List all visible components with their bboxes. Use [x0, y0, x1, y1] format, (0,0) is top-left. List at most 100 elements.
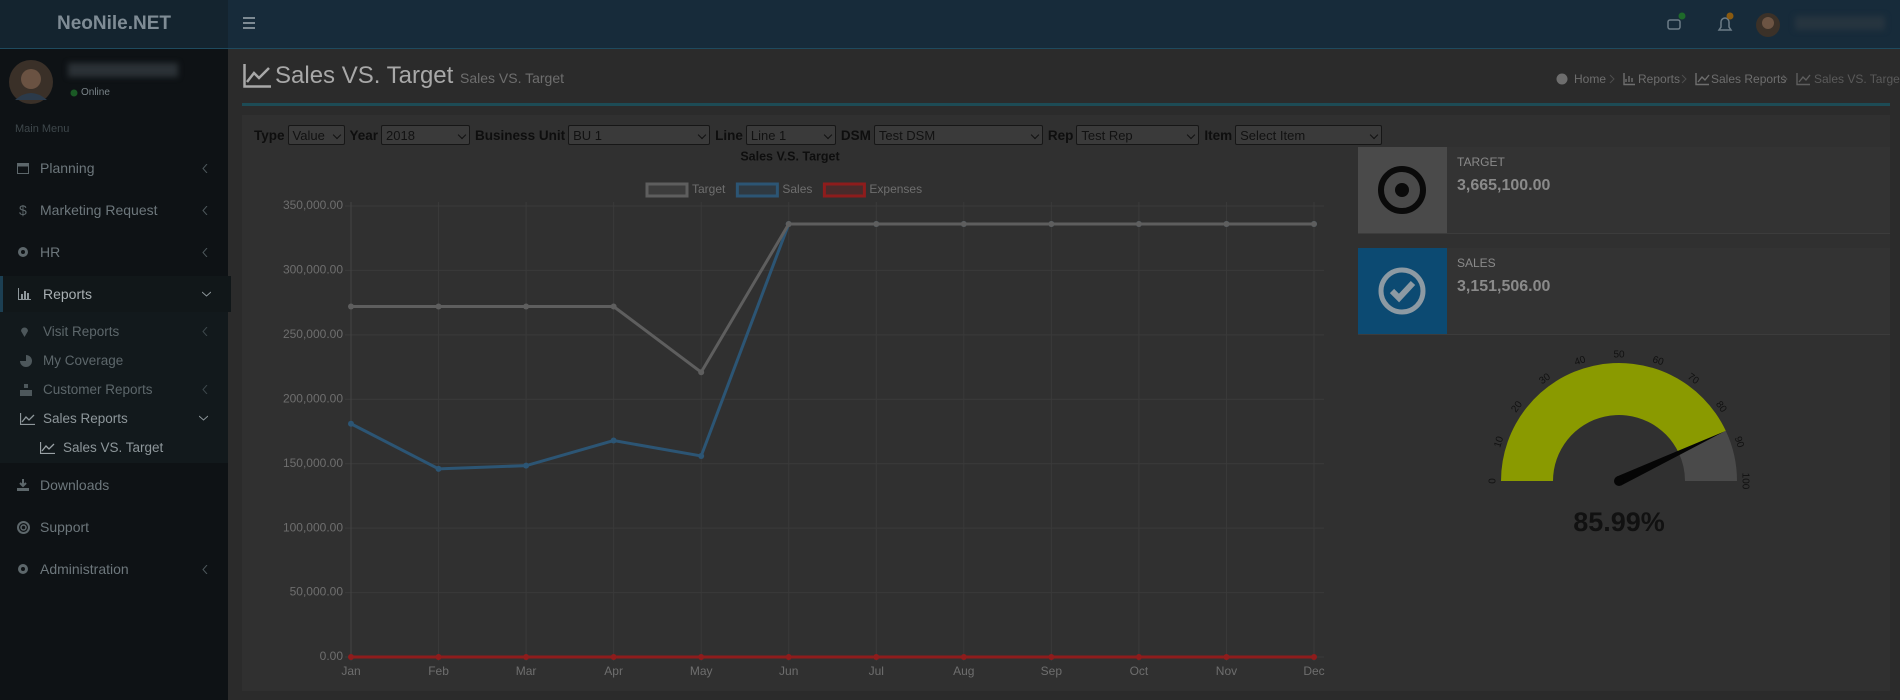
menu-item[interactable]: $ Marketing Request [0, 192, 228, 228]
filter-label: Business Unit [475, 127, 566, 143]
user-name-blurred [1795, 16, 1885, 30]
series-point [873, 654, 880, 660]
filter-select[interactable]: BU 1 [568, 125, 711, 145]
series-point [785, 654, 792, 660]
filter-select[interactable]: Test Rep [1076, 125, 1200, 145]
menu-item[interactable]: HR [0, 234, 228, 270]
submenu-item[interactable]: Customer Reports [0, 375, 228, 404]
series-point [523, 303, 530, 310]
menu-item[interactable]: Reports [0, 276, 231, 312]
series-point [1311, 221, 1317, 228]
series-point [960, 221, 967, 228]
legend-swatch [645, 182, 689, 198]
menu-item[interactable]: Downloads [0, 467, 228, 503]
legend-label: Sales [782, 182, 812, 196]
series-point [960, 654, 967, 660]
title-icon [243, 64, 271, 88]
user-avatar [9, 60, 53, 104]
kpi-box: TARGET 3,665,100.00 [1358, 147, 1890, 234]
y-tick-label: 0.00 [320, 649, 344, 663]
series-point [610, 654, 617, 660]
filter-label: Line [715, 127, 743, 143]
breadcrumb-link[interactable]: Home [1574, 72, 1607, 86]
submenu [0, 312, 228, 463]
breadcrumb-link[interactable]: Sales Reports [1711, 72, 1787, 86]
y-tick-label: 50,000.00 [290, 585, 344, 599]
gauge-tick-label: 60 [1651, 354, 1665, 368]
filter-label: Item [1204, 127, 1233, 143]
series-point [523, 462, 530, 469]
series-point [1135, 221, 1142, 228]
x-tick-label: Oct [1130, 664, 1149, 678]
gauge-tick-label: 10 [1492, 435, 1506, 449]
status-dot [70, 89, 78, 97]
legend-label: Target [692, 182, 726, 196]
series-point [873, 221, 880, 228]
gauge-track [1678, 430, 1737, 481]
x-tick-label: Feb [428, 664, 449, 678]
series-point [698, 452, 705, 459]
page-title: Sales VS. Target Sales VS. Target [275, 62, 565, 89]
filter-select[interactable]: Select Item [1235, 125, 1383, 145]
sidebar: Online Main Menu Planning $ Marketing Req… [0, 49, 231, 700]
x-tick-label: Apr [604, 664, 623, 678]
gauge-tick-label: 40 [1573, 354, 1587, 368]
legend-label: Expenses [869, 182, 922, 196]
header-icons[interactable] [1666, 12, 1796, 40]
breadcrumb-link[interactable]: Reports [1638, 72, 1681, 86]
y-tick-label: 350,000.00 [283, 198, 343, 212]
gauge-tick-label: 20 [1509, 399, 1525, 415]
menu-section: Main Menu [15, 123, 70, 135]
submenu-item[interactable]: Visit Reports [0, 317, 228, 346]
menu-item[interactable]: Planning [0, 150, 228, 186]
series-point [610, 437, 617, 444]
series-point [1135, 654, 1142, 660]
series-point [523, 654, 530, 660]
brand[interactable]: NeoNile.NET [0, 0, 228, 48]
y-tick-label: 150,000.00 [283, 456, 343, 470]
gauge-tick-label: 50 [1613, 350, 1625, 361]
filter-select[interactable]: Line 1 [745, 125, 836, 145]
filter-select[interactable]: 2018 [381, 125, 471, 145]
submenu-item[interactable]: Sales VS. Target [0, 433, 228, 462]
menu-item[interactable]: Administration [0, 551, 228, 587]
kpi-label: TARGET [1457, 155, 1505, 169]
filter-label: DSM [840, 127, 871, 143]
filter-label: Type [254, 127, 285, 143]
svg-text:$: $ [19, 203, 27, 217]
submenu-item[interactable]: My Coverage [0, 346, 228, 375]
gauge-hub [1614, 476, 1624, 486]
series-line [350, 222, 1314, 471]
user-name-blurred [68, 63, 178, 77]
x-tick-label: Sep [1041, 664, 1063, 678]
series-point [1048, 654, 1055, 660]
series-point [1223, 654, 1230, 660]
series-point [698, 369, 705, 376]
series-point [1048, 221, 1055, 228]
user-status: Online [81, 87, 110, 98]
x-tick-label: Jun [779, 664, 798, 678]
kpi-label: SALES [1457, 256, 1496, 270]
menu-toggle[interactable] [243, 17, 257, 29]
title-rule [242, 103, 1890, 106]
page-subtitle: Sales VS. Target [460, 70, 565, 86]
x-tick-label: Jan [341, 664, 360, 678]
y-tick-label: 100,000.00 [283, 520, 343, 534]
gauge-tick-label: 80 [1713, 399, 1729, 415]
submenu-item[interactable]: Sales Reports [0, 404, 228, 433]
x-tick-label: Nov [1216, 664, 1237, 678]
gauge-needle [1616, 431, 1724, 486]
menu-item[interactable]: Support [0, 509, 228, 545]
series-point [785, 221, 792, 228]
gauge-value-label: 85.99% [1573, 507, 1665, 537]
filter-select[interactable]: Test DSM [873, 125, 1043, 145]
chart-title: Sales V.S. Target [740, 149, 840, 163]
series-point [348, 303, 354, 310]
series-point [1223, 221, 1230, 228]
kpi-value: 3,665,100.00 [1457, 177, 1551, 194]
filter-label: Rep [1047, 127, 1074, 143]
filter-select[interactable]: Value [287, 125, 345, 145]
x-tick-label: Dec [1303, 664, 1324, 678]
breadcrumb-current: Sales VS. Target [1814, 72, 1900, 86]
